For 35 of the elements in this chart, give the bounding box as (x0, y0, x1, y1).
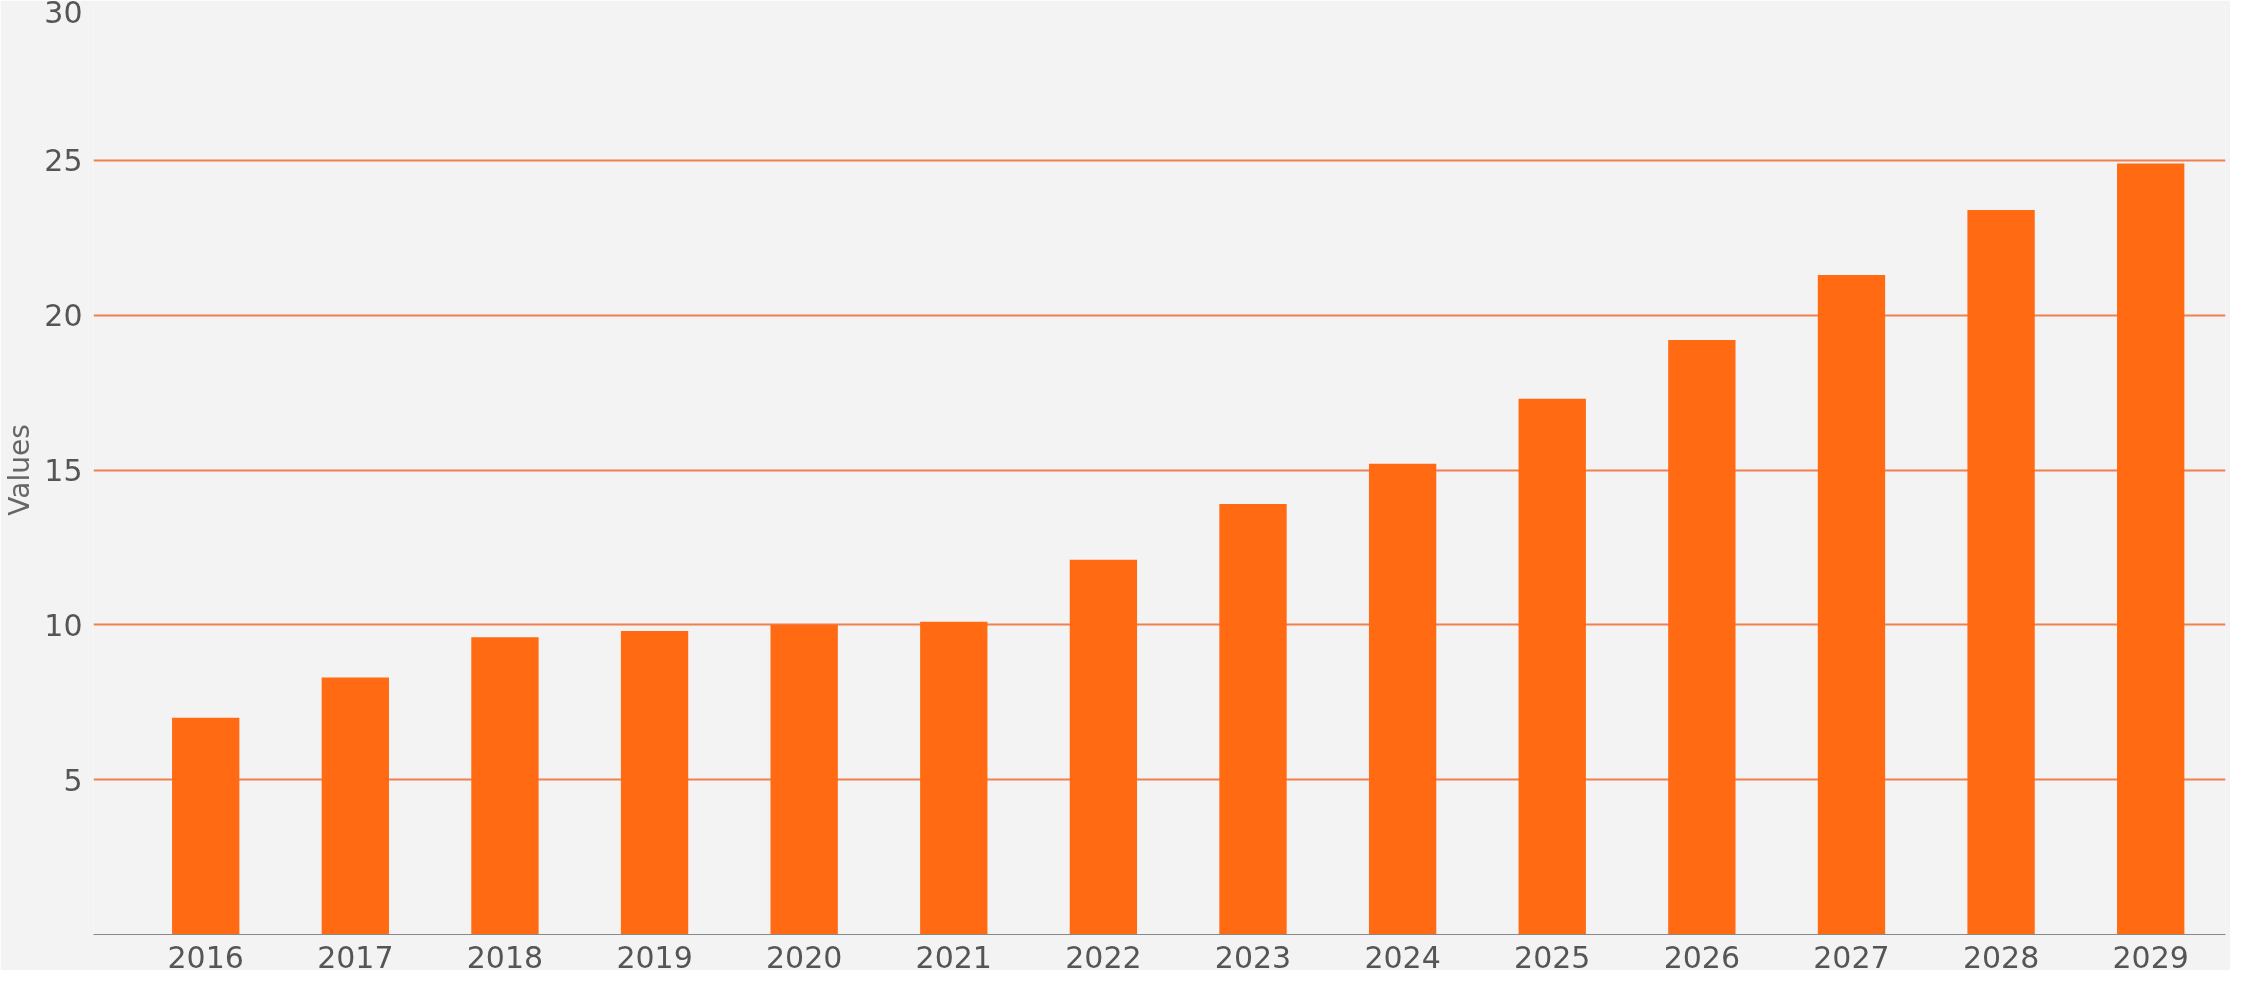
x-tick-label: 2027 (1813, 939, 1890, 975)
bar (1518, 398, 1586, 935)
y-tick-label: 10 (44, 607, 83, 643)
y-axis-title: Values (3, 424, 37, 516)
y-tick-label: 30 (44, 0, 83, 30)
bar (1219, 504, 1287, 935)
x-tick-label: 2023 (1214, 939, 1292, 975)
x-tick-label: 2024 (1364, 939, 1441, 975)
x-tick-label: 2022 (1065, 939, 1142, 975)
bar (321, 677, 389, 935)
x-tick-label: 2018 (466, 939, 544, 975)
bar (1967, 209, 2035, 935)
bar (770, 624, 838, 935)
bar (920, 621, 988, 935)
bar (1069, 559, 1138, 935)
bar (1817, 274, 1886, 935)
x-tick-label: 2029 (2112, 939, 2189, 975)
bar (172, 717, 240, 935)
y-tick-label: 25 (44, 143, 83, 179)
bar (1668, 339, 1736, 935)
bar (471, 637, 539, 935)
y-tick-label: 5 (63, 762, 83, 798)
bar (1368, 463, 1437, 935)
x-tick-label: 2017 (317, 939, 394, 975)
x-tick-label: 2020 (765, 939, 843, 975)
x-tick-label: 2021 (915, 939, 992, 975)
x-tick-label: 2026 (1663, 939, 1741, 975)
x-tick-label: 2025 (1514, 939, 1591, 975)
y-tick-label: 15 (44, 453, 83, 488)
bar (620, 631, 689, 935)
x-tick-label: 2016 (167, 939, 244, 975)
bar (2117, 163, 2185, 935)
y-tick-label: 20 (44, 298, 83, 334)
x-tick-label: 2028 (1962, 939, 2040, 975)
x-tick-label: 2019 (616, 939, 693, 975)
